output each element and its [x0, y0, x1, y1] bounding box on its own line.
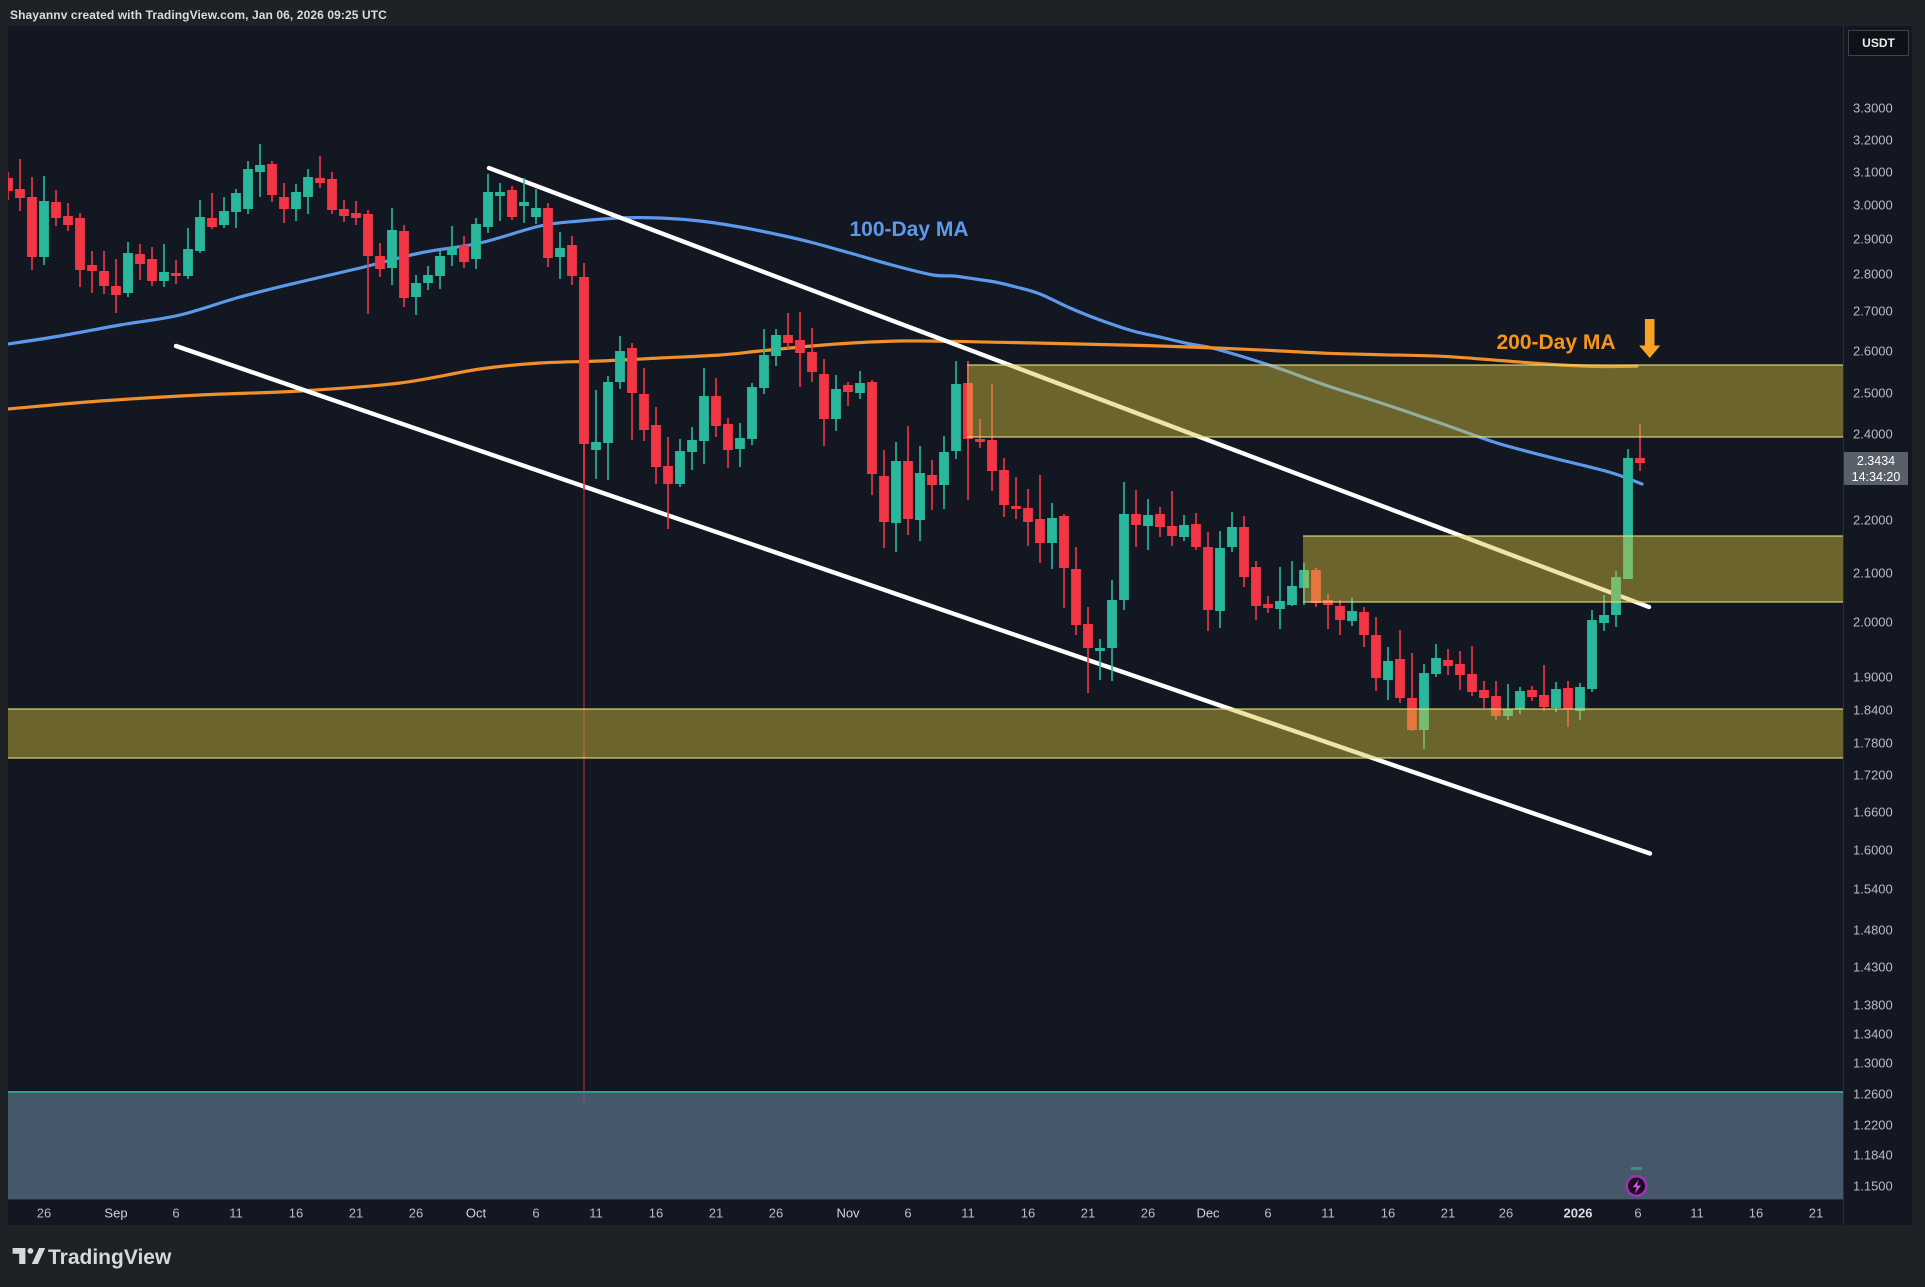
- svg-text:200-Day MA: 200-Day MA: [1496, 331, 1615, 354]
- svg-text:TradingView: TradingView: [48, 1246, 172, 1269]
- svg-text:100-Day MA: 100-Day MA: [849, 218, 968, 241]
